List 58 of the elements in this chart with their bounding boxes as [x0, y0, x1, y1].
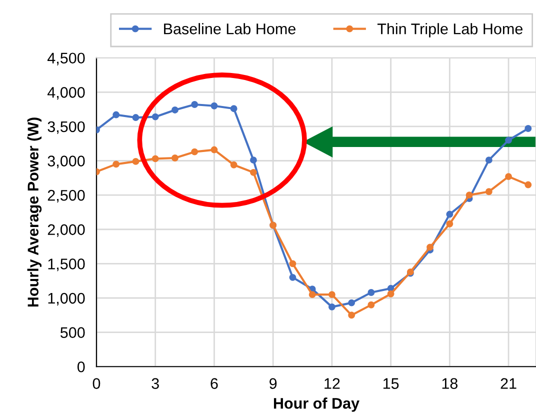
- point: [152, 113, 159, 120]
- y-tick-label: 4,000: [47, 87, 85, 100]
- point: [210, 146, 218, 154]
- point: [505, 173, 512, 180]
- x-tick-label: 21: [500, 378, 516, 389]
- y-tick-label: 1,000: [48, 292, 85, 306]
- point: [466, 192, 473, 199]
- x-tick-label: 0: [92, 378, 100, 389]
- point: [289, 274, 296, 281]
- point: [524, 125, 532, 132]
- point: [368, 301, 375, 308]
- point: [308, 291, 316, 298]
- x-tick-label: 18: [442, 378, 458, 389]
- point: [328, 303, 336, 310]
- legend-label: Thin Triple Lab Home: [377, 23, 522, 38]
- point: [485, 188, 492, 196]
- point: [112, 111, 120, 118]
- point: [348, 299, 356, 306]
- point: [348, 312, 356, 319]
- point: [191, 148, 198, 156]
- y-tick-label: 2,000: [48, 224, 85, 237]
- x-tick-label: 12: [324, 378, 340, 389]
- x-tick-label: 15: [383, 378, 399, 389]
- point: [171, 154, 178, 162]
- point: [505, 136, 512, 144]
- y-tick-label: 3,000: [48, 156, 85, 168]
- point: [446, 210, 454, 218]
- point: [387, 290, 394, 298]
- point: [171, 106, 178, 114]
- point: [524, 181, 532, 188]
- y-tick-label: 4,500: [47, 52, 85, 66]
- y-axis-title: Hourly Average Power (W): [27, 118, 42, 307]
- x-axis-title: Hour of Day: [274, 398, 360, 412]
- point: [210, 102, 218, 110]
- point: [191, 101, 198, 108]
- point: [289, 260, 296, 268]
- point: [152, 155, 159, 162]
- point: [485, 156, 492, 164]
- y-tick-label: 500: [60, 327, 85, 338]
- point: [250, 168, 257, 176]
- y-tick-label: 2,500: [48, 190, 85, 203]
- point: [230, 161, 238, 168]
- point: [132, 158, 140, 165]
- point: [250, 156, 257, 164]
- point: [426, 244, 434, 251]
- point: [132, 114, 140, 121]
- point: [112, 160, 120, 168]
- point: [328, 291, 336, 298]
- y-tick-label: 3,500: [48, 121, 85, 134]
- point: [446, 220, 454, 228]
- legend-label: Baseline Lab Home: [164, 23, 296, 34]
- y-tick-label: 0: [77, 361, 85, 372]
- x-tick-label: 3: [152, 378, 159, 389]
- point: [368, 289, 375, 296]
- x-tick-label: 6: [210, 378, 218, 389]
- y-tick-label: 1,500: [48, 258, 85, 272]
- point: [230, 105, 238, 112]
- x-tick-label: 9: [270, 378, 277, 389]
